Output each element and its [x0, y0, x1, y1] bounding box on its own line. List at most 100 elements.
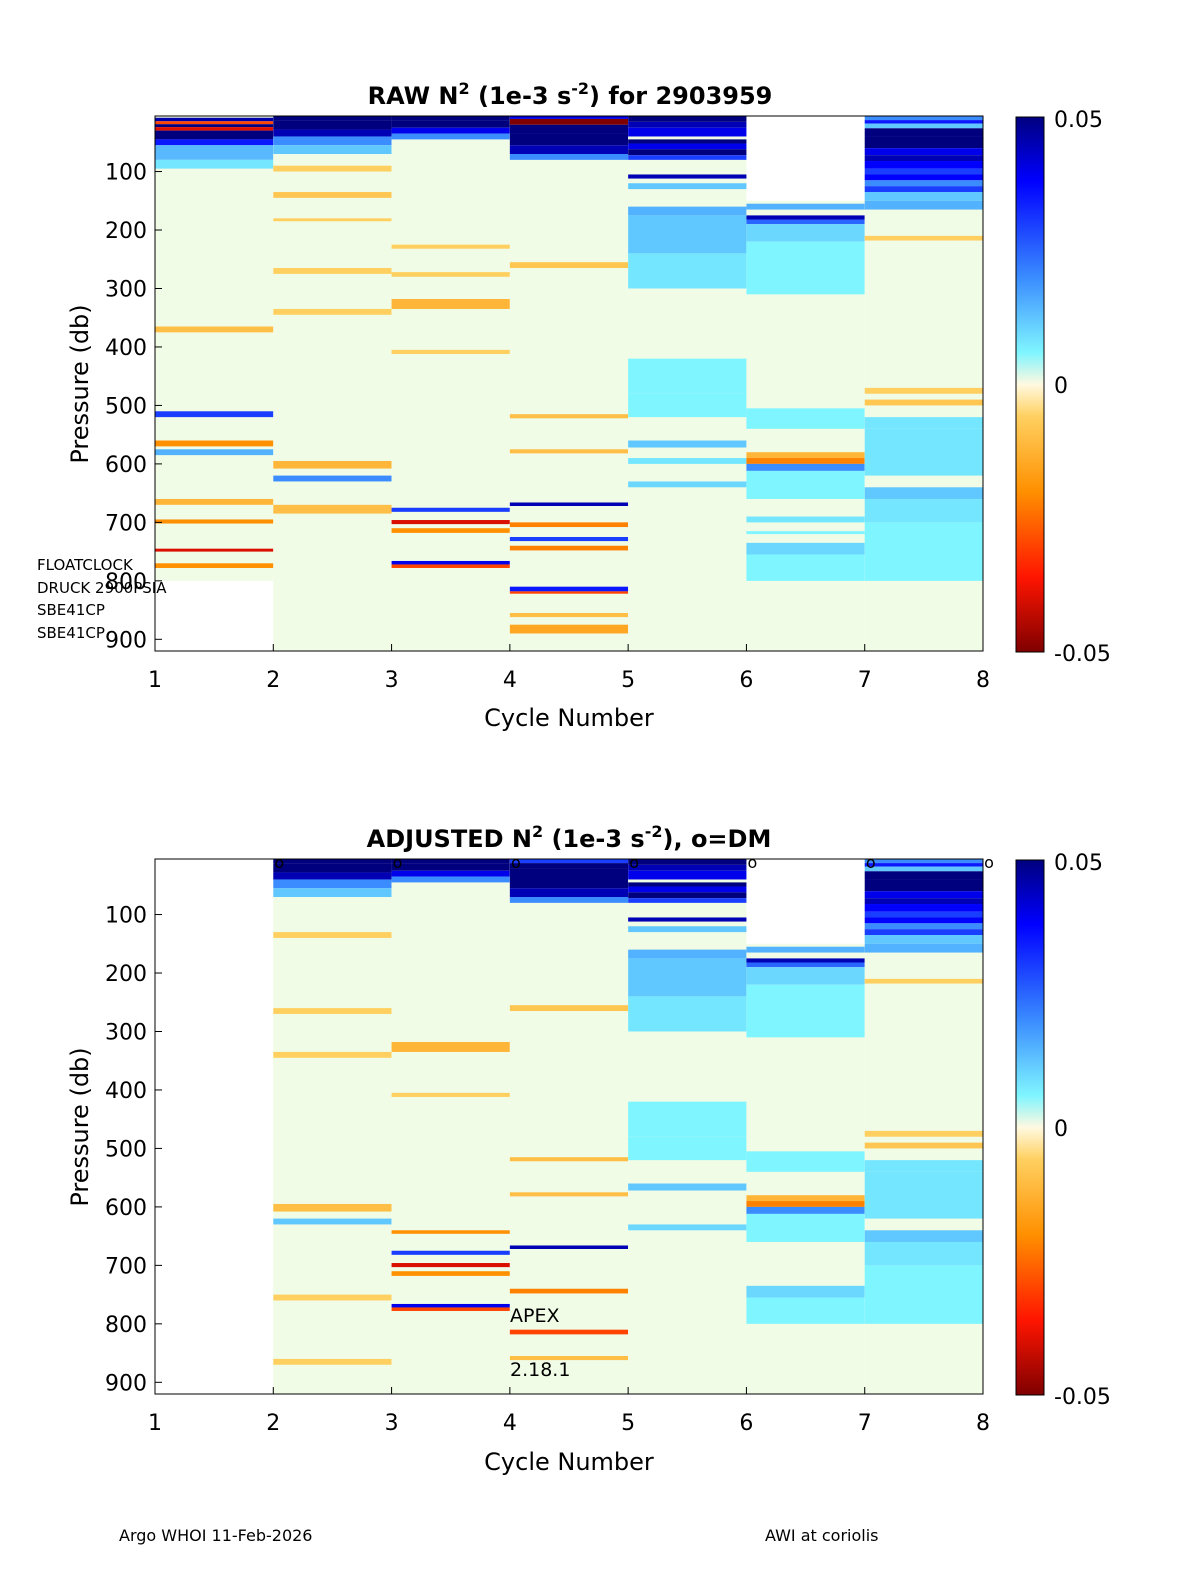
n2-band [155, 117, 274, 122]
n2-band [391, 272, 510, 277]
n2-band [628, 139, 747, 144]
n2-band [391, 349, 510, 354]
y-axis-label: Pressure (db) [66, 1047, 94, 1206]
n2-band [391, 116, 510, 121]
n2-band [509, 545, 629, 551]
n2-band [864, 399, 983, 406]
n2-band [864, 978, 983, 984]
footer-left: Argo WHOI 11-Feb-2026 [119, 1526, 313, 1545]
n2-band [628, 864, 747, 871]
n2-band [273, 1218, 392, 1225]
n2-band [273, 1294, 392, 1301]
x-tick-label: 5 [621, 1411, 635, 1436]
profile-column [273, 116, 392, 651]
n2-band [864, 1171, 983, 1219]
n2-band [155, 326, 274, 333]
y-tick-label: 200 [105, 219, 147, 244]
n2-band [628, 1101, 747, 1137]
n2-band [509, 449, 629, 454]
n2-band [509, 118, 629, 125]
n2-band [273, 129, 392, 137]
x-tick-label: 7 [858, 668, 872, 693]
n2-band [155, 519, 274, 524]
n2-band [864, 863, 983, 867]
n2-band [391, 876, 510, 883]
n2-band [273, 120, 392, 130]
x-tick-label: 5 [621, 668, 635, 693]
n2-band [273, 218, 392, 222]
n2-band [509, 888, 629, 898]
colorbar-max-label: 0.05 [1054, 108, 1103, 133]
sensor-label: SBE41CP [37, 624, 105, 642]
n2-band [864, 128, 983, 137]
dm-marker: o [748, 853, 758, 872]
n2-band [628, 859, 747, 865]
n2-band [746, 224, 865, 242]
sensor-label: SBE41CP [37, 601, 105, 619]
colorbar-min-label: -0.05 [1054, 642, 1111, 667]
y-tick-label: 100 [105, 904, 147, 929]
n2-band [864, 929, 983, 936]
n2-band [391, 560, 510, 565]
n2-band [628, 215, 747, 254]
n2-band [273, 863, 392, 873]
n2-band [864, 904, 983, 912]
n2-band [509, 1157, 629, 1162]
n2-band [746, 241, 865, 295]
dm-marker: o [511, 853, 521, 872]
n2-band [746, 1206, 865, 1214]
n2-band [864, 417, 983, 429]
n2-band [864, 866, 983, 872]
n2-band [864, 1142, 983, 1149]
n2-band [155, 548, 274, 552]
n2-band [155, 130, 274, 140]
n2-band [273, 268, 392, 274]
n2-band [746, 1213, 865, 1242]
n2-band [864, 120, 983, 124]
n2-band [746, 470, 865, 499]
colorbar: 0.05 0 -0.05 [1015, 108, 1111, 667]
y-tick-label: 500 [105, 394, 147, 419]
y-tick-label: 900 [105, 1371, 147, 1396]
n2-band [746, 215, 865, 220]
n2-band [628, 870, 747, 880]
n2-band [509, 591, 629, 594]
n2-band [746, 1151, 865, 1172]
y-tick-label: 100 [105, 161, 147, 186]
x-tick-label: 4 [503, 1411, 517, 1436]
n2-band [155, 145, 274, 160]
n2-band [509, 859, 629, 864]
n2-band [864, 168, 983, 175]
y-tick-label: 300 [105, 1020, 147, 1045]
y-tick-label: 700 [105, 1254, 147, 1279]
n2-band [864, 935, 983, 944]
n2-band [509, 863, 629, 869]
y-tick-label: 200 [105, 962, 147, 987]
n2-band [864, 235, 983, 241]
y-axis: 100 200 300 400 500 600 700 800 900 [105, 161, 162, 653]
n2-band [746, 946, 865, 953]
n2-band [509, 1329, 629, 1335]
colorbar-zero-label: 0 [1054, 374, 1068, 399]
profile-column [155, 116, 274, 581]
n2-band [628, 1224, 747, 1231]
n2-band [273, 872, 392, 880]
x-axis: 1 2 3 4 5 6 7 8 [148, 644, 990, 693]
n2-band [391, 870, 510, 877]
n2-band [628, 440, 747, 448]
n2-band [746, 542, 865, 555]
n2-band [273, 145, 392, 155]
n2-band [273, 879, 392, 889]
n2-band [509, 536, 629, 542]
n2-band [391, 127, 510, 134]
n2-band [155, 411, 274, 418]
n2-band [628, 898, 747, 903]
heatmap [273, 859, 983, 1394]
plot-frame [154, 858, 984, 1395]
y-tick-label: 400 [105, 336, 147, 361]
n2-band [746, 1201, 865, 1207]
profile-column [391, 116, 510, 651]
n2-band [273, 1358, 392, 1365]
profile-column [509, 859, 629, 1394]
